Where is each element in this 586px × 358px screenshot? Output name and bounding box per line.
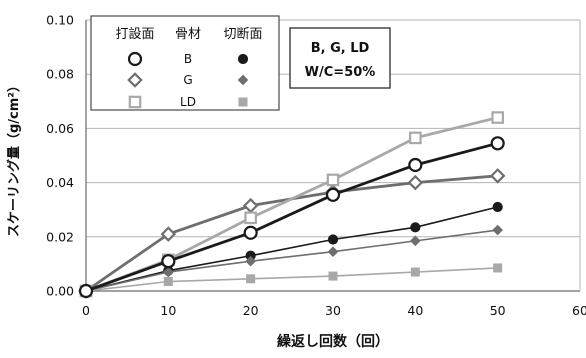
series-group <box>78 111 506 299</box>
y-tick-label: 0.04 <box>46 175 74 190</box>
data-point-G-切断面 <box>410 235 421 247</box>
data-point-LD-打設面 <box>491 111 504 124</box>
legend-marker-LD-打設面 <box>128 95 142 109</box>
x-tick-label: 20 <box>243 303 259 318</box>
y-tick-label: 0.10 <box>46 13 74 28</box>
x-axis-label: 繰返し回数（回） <box>277 333 389 350</box>
y-tick-label: 0.00 <box>46 284 74 299</box>
y-tick-label: 0.06 <box>46 121 74 136</box>
x-tick-label: 0 <box>82 303 90 318</box>
data-point-LD-打設面 <box>244 211 257 225</box>
x-tick-label: 10 <box>160 303 176 318</box>
annotation-line-1: B, G, LD <box>311 41 370 56</box>
data-point-LD-切断面 <box>246 274 256 284</box>
x-tick-label: 30 <box>325 303 341 318</box>
data-point-G-切断面 <box>492 224 503 236</box>
legend: 打設面 骨材 切断面 B G LD <box>90 15 280 111</box>
axes <box>85 20 581 292</box>
y-tick-label: 0.08 <box>46 67 74 82</box>
legend-header-aggregate: 骨材 <box>175 27 201 42</box>
legend-markers <box>127 51 249 109</box>
tick-labels: 0.00 0.02 0.04 0.06 0.08 0.10 0 10 20 30 40 50 60 <box>46 13 586 319</box>
x-tick-label: 50 <box>490 303 506 318</box>
data-point-LD-切断面 <box>493 263 503 273</box>
legend-marker-G-打設面 <box>127 72 143 88</box>
data-point-B-切断面 <box>327 234 339 245</box>
data-point-B-打設面 <box>161 254 176 269</box>
legend-marker-B-打設面 <box>127 51 143 67</box>
data-point-B-打設面 <box>243 225 258 240</box>
legend-label-b: B <box>184 52 192 66</box>
data-point-B-打設面 <box>490 136 505 151</box>
series-line-B-打設面 <box>85 141 499 293</box>
legend-box <box>90 15 280 111</box>
annotation-box <box>289 27 391 89</box>
legend-header-cast: 打設面 <box>115 26 154 42</box>
series-line-G-切断面 <box>85 229 498 292</box>
data-point-B-切断面 <box>492 201 503 213</box>
data-point-LD-切断面 <box>410 267 420 277</box>
legend-label-g: G <box>183 73 192 87</box>
legend-marker-B-切断面 <box>237 53 249 65</box>
legend-header-cut: 切断面 <box>223 27 262 42</box>
y-tick-label: 0.02 <box>46 229 74 244</box>
legend-marker-LD-切断面 <box>238 97 248 107</box>
annotation-line-2: W/C=50% <box>305 65 376 80</box>
data-point-G-打設面 <box>489 168 506 184</box>
data-point-B-打設面 <box>78 283 94 299</box>
x-tick-label: 40 <box>407 303 423 318</box>
data-point-B-切断面 <box>410 222 421 233</box>
data-point-G-打設面 <box>407 174 424 191</box>
series-line-LD-切断面 <box>85 267 498 292</box>
data-point-G-打設面 <box>160 226 177 242</box>
data-point-G-切断面 <box>327 246 339 258</box>
data-point-LD-切断面 <box>163 277 173 287</box>
data-point-B-打設面 <box>408 157 423 173</box>
data-point-G-切断面 <box>245 255 256 267</box>
x-tick-label: 60 <box>572 303 586 318</box>
data-point-B-打設面 <box>325 187 341 202</box>
data-point-G-切断面 <box>163 266 174 278</box>
y-axis-label: スケーリング量（g/cm²） <box>6 79 22 237</box>
annotation: B, G, LD W/C=50% <box>289 27 391 89</box>
data-point-LD-切断面 <box>328 271 338 281</box>
legend-label-ld: LD <box>180 95 196 109</box>
legend-marker-G-切断面 <box>237 74 249 86</box>
data-point-LD-打設面 <box>326 173 340 187</box>
data-point-LD-打設面 <box>409 131 422 145</box>
series-line-B-切断面 <box>85 206 498 292</box>
